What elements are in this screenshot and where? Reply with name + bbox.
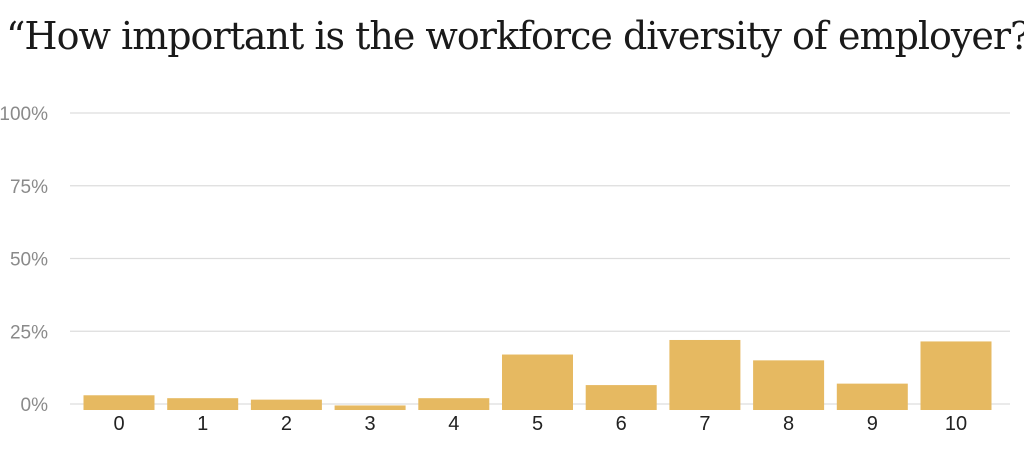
bar-1 (167, 398, 239, 410)
x-tick-label: 8 (783, 413, 794, 435)
x-tick-label: 0 (113, 413, 124, 435)
x-tick-label: 7 (699, 413, 710, 435)
bar-3 (334, 405, 406, 410)
bar-4 (418, 398, 490, 410)
y-axis-ticks: 0% 25% 50% 75% 100% (0, 104, 48, 416)
x-tick-label: 6 (616, 413, 627, 435)
y-tick-label: 0% (21, 395, 49, 416)
x-tick-label: 9 (867, 413, 878, 435)
bar-8 (753, 360, 825, 410)
bar-9 (836, 383, 908, 410)
y-tick-label: 100% (0, 104, 48, 125)
bar-10 (920, 341, 992, 410)
x-tick-label: 1 (197, 413, 208, 435)
bar-5 (502, 354, 573, 410)
bar-7 (669, 339, 741, 410)
x-tick-label: 5 (532, 413, 543, 435)
x-tick-label: 10 (945, 413, 967, 435)
x-tick-label: 4 (448, 413, 459, 435)
y-tick-label: 75% (10, 177, 48, 198)
y-tick-label: 25% (10, 322, 48, 343)
bar-6 (585, 385, 657, 410)
chart-title: “How important is the workforce diversit… (6, 14, 1024, 58)
bars (83, 339, 992, 410)
bar-2 (250, 399, 322, 410)
x-tick-label: 3 (365, 413, 376, 435)
bar-0 (83, 395, 155, 410)
x-axis-ticks: 0 1 2 3 4 5 6 7 8 9 10 (113, 413, 967, 435)
x-tick-label: 2 (281, 413, 292, 435)
y-tick-label: 50% (10, 250, 48, 271)
